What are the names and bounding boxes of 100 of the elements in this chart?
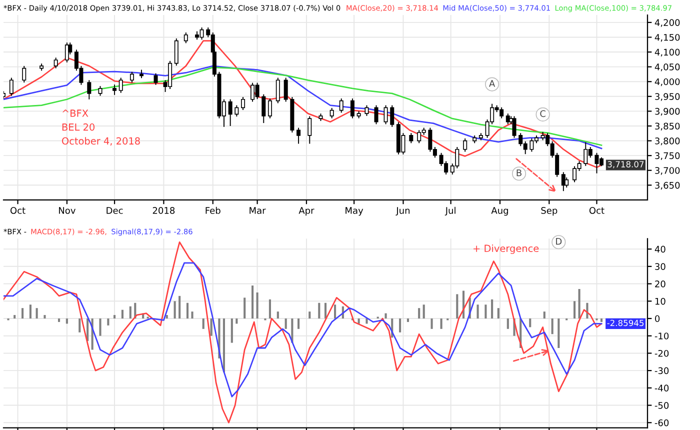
bar	[366, 318, 368, 324]
bar	[574, 301, 576, 318]
bar	[121, 310, 124, 318]
candlestick	[339, 98, 344, 114]
x-tick-label: Oct	[589, 207, 604, 214]
candlestick	[268, 98, 272, 119]
x-tick-label: Jul	[444, 206, 456, 216]
annotation: 3,718.07	[608, 161, 644, 168]
bar	[543, 312, 546, 318]
annotation: October 4, 2018	[62, 137, 140, 146]
x-tick-label: Sep	[541, 207, 558, 216]
candlestick	[463, 138, 468, 152]
candlestick	[130, 71, 134, 83]
bar	[430, 318, 433, 329]
bar	[422, 304, 425, 318]
candlestick	[228, 98, 232, 126]
bar	[324, 302, 327, 318]
bar	[178, 296, 181, 318]
y-tick-label: 4,150	[654, 34, 680, 42]
bar	[456, 294, 458, 318]
x-tick-label: Feb	[206, 206, 220, 214]
candlestick	[308, 116, 312, 144]
bar	[230, 318, 233, 343]
candlestick	[22, 65, 26, 83]
annotation: C	[540, 110, 546, 118]
candlestick	[390, 104, 394, 128]
line-series	[4, 262, 602, 398]
bar	[318, 302, 320, 318]
bar	[202, 318, 204, 329]
bar	[476, 304, 479, 318]
candlestick	[54, 57, 58, 69]
annotation: ^BFX	[62, 110, 88, 117]
y-tick-label: 40	[654, 246, 666, 253]
bar	[174, 301, 176, 318]
annotation: BEL 20	[62, 123, 95, 131]
annotation: A	[489, 80, 496, 87]
bar	[268, 299, 272, 318]
candlestick	[284, 77, 288, 102]
bar	[298, 318, 300, 329]
annotation: B	[516, 170, 522, 176]
x-tick-label: Mar	[250, 207, 266, 214]
y-tick-label: 4,200	[654, 19, 680, 27]
candlestick	[276, 77, 280, 104]
bar	[22, 308, 24, 318]
y-tick-label: -20	[654, 350, 669, 357]
bar	[244, 298, 246, 318]
candlestick	[154, 72, 158, 86]
candlestick	[409, 132, 414, 144]
bar	[236, 318, 238, 324]
y-tick-label: 4,000	[654, 78, 680, 86]
y-tick-label: -30	[654, 367, 669, 374]
bar	[36, 308, 38, 318]
bar	[58, 318, 60, 322]
bar	[484, 304, 487, 318]
y-tick-label: 3,700	[655, 167, 680, 175]
candlestick	[112, 84, 117, 96]
y-tick-label: 3,850	[655, 122, 680, 130]
candlestick	[118, 77, 123, 94]
bar	[440, 318, 442, 329]
bar	[186, 302, 189, 318]
bar	[358, 318, 360, 324]
candlestick	[241, 96, 246, 110]
candlestick	[184, 32, 188, 44]
candlestick	[234, 104, 239, 118]
candlestick	[174, 38, 178, 66]
bar	[418, 308, 420, 318]
y-tick-label: 4,100	[654, 48, 680, 57]
bar	[256, 292, 258, 318]
bar	[14, 315, 16, 318]
bar	[578, 288, 580, 318]
bar	[551, 318, 554, 334]
bar	[600, 318, 603, 322]
bar	[252, 286, 254, 318]
bar	[99, 318, 102, 336]
bar	[210, 318, 212, 336]
annotation: + Divergence	[474, 244, 539, 254]
y-tick-label: 0	[655, 315, 660, 322]
y-tick-label: -40	[654, 384, 669, 392]
bar	[334, 304, 336, 318]
bar	[107, 318, 110, 326]
bar	[66, 318, 68, 324]
candlestick	[296, 127, 301, 144]
annotation: -2.85945	[607, 320, 644, 326]
bar	[308, 312, 311, 318]
x-tick-label: Apr	[298, 207, 314, 216]
y-tick-label: 3,650	[655, 182, 680, 190]
bar	[284, 318, 287, 329]
candlestick	[87, 80, 92, 100]
y-tick-label: 3,750	[655, 152, 680, 160]
x-tick-label: Oct	[10, 207, 26, 214]
x-tick-label: Dec	[106, 207, 123, 214]
bar	[497, 308, 500, 318]
candlestick	[330, 107, 334, 119]
bar	[276, 312, 279, 318]
x-tick-label: May	[346, 207, 364, 216]
bar	[78, 318, 81, 332]
x-tick-label: Aug	[491, 207, 508, 216]
bar	[506, 318, 509, 329]
bar	[44, 315, 46, 318]
candlestick	[262, 94, 266, 124]
